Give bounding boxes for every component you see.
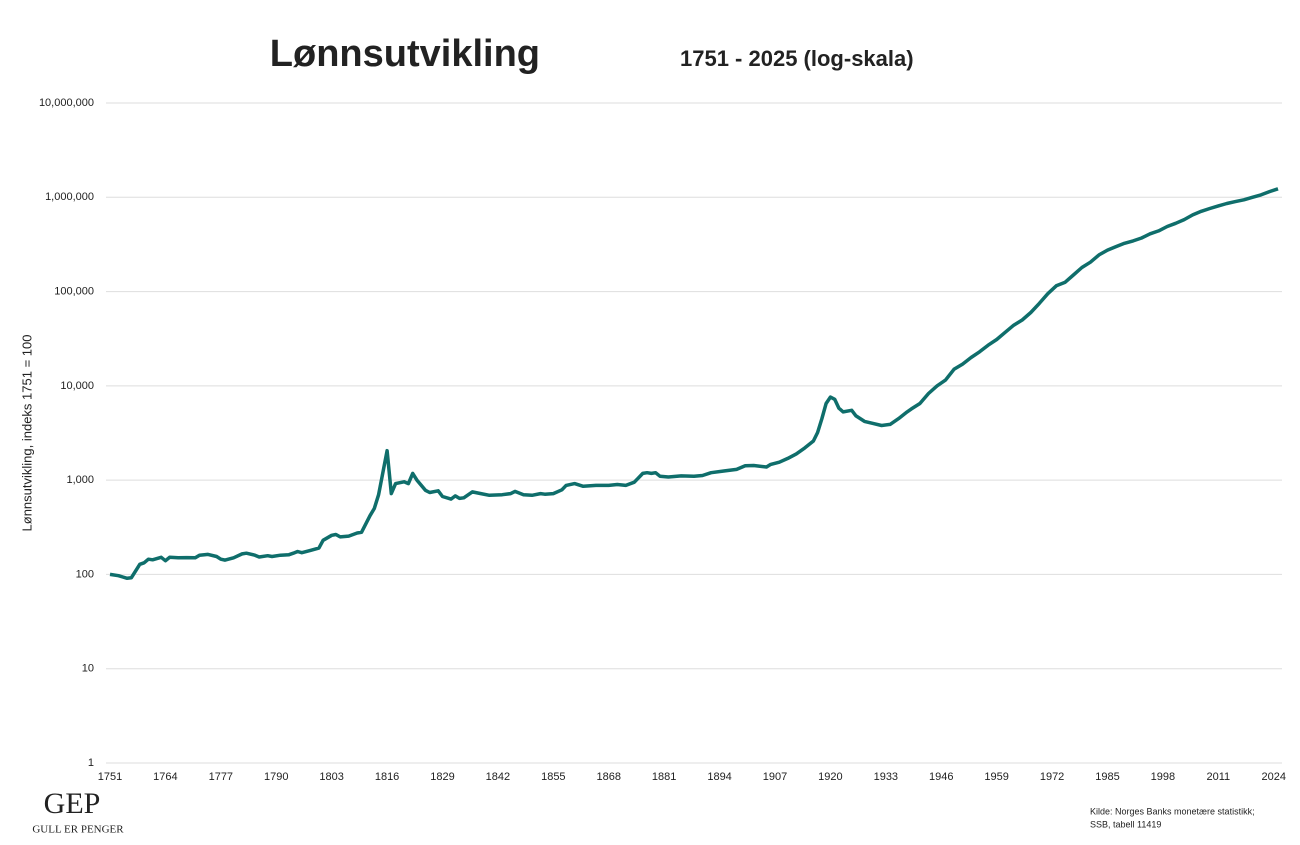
y-tick-label: 10,000 — [60, 380, 94, 392]
x-tick-label: 1985 — [1095, 771, 1119, 783]
x-tick-label: 1972 — [1040, 771, 1064, 783]
x-tick-label: 1907 — [763, 771, 787, 783]
y-tick-label: 100,000 — [54, 285, 94, 297]
x-tick-label: 1881 — [652, 771, 676, 783]
x-tick-label: 1803 — [319, 771, 343, 783]
x-tick-label: 1777 — [209, 771, 233, 783]
source: SSB, tabell 11419 — [1090, 819, 1161, 829]
x-tick-label: 1933 — [874, 771, 898, 783]
x-tick-label: 1764 — [153, 771, 177, 783]
x-tick-label: 1946 — [929, 771, 953, 783]
logo-text: GULL ER PENGER — [32, 824, 124, 836]
chart-title: Lønnsutvikling — [270, 33, 540, 75]
data-line — [109, 187, 1279, 581]
y-axis-label: Lønnsutvikling, indeks 1751 = 100 — [19, 335, 34, 532]
x-tick-label: 1920 — [818, 771, 842, 783]
y-tick-label: 1 — [88, 757, 94, 769]
x-tick-label: 1751 — [98, 771, 122, 783]
source: Kilde: Norges Banks monetære statistikk; — [1090, 806, 1255, 816]
logo: GEP — [44, 787, 101, 820]
chart-subtitle: 1751 - 2025 (log-skala) — [680, 46, 914, 71]
x-tick-label: 1959 — [984, 771, 1008, 783]
y-tick-label: 10 — [82, 663, 94, 675]
y-tick-label: 100 — [76, 568, 94, 580]
x-tick-label: 1842 — [486, 771, 510, 783]
x-tick-label: 1855 — [541, 771, 565, 783]
x-tick-label: 1868 — [597, 771, 621, 783]
x-tick-label: 1790 — [264, 771, 288, 783]
x-tick-label: 1894 — [707, 771, 731, 783]
y-tick-label: 1,000,000 — [45, 191, 94, 203]
x-tick-label: 2024 — [1261, 771, 1285, 783]
x-tick-label: 1998 — [1151, 771, 1175, 783]
y-tick-label: 1,000 — [66, 474, 94, 486]
x-tick-label: 2011 — [1206, 771, 1230, 783]
x-tick-label: 1816 — [375, 771, 399, 783]
y-tick-label: 10,000,000 — [39, 97, 94, 109]
x-tick-label: 1829 — [430, 771, 454, 783]
